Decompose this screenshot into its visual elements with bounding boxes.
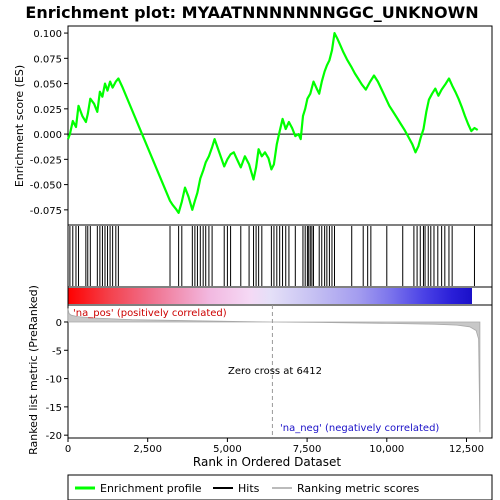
x-axis-label: Rank in Ordered Dataset [193,455,341,469]
legend-label-metric: Ranking metric scores [297,482,419,495]
es-y-tick-label: 0.100 [33,29,62,40]
ranking-metric-area [67,308,481,433]
metric-y-tick-label: 0 [56,318,62,329]
pos-correlated-label: 'na_pos' (positively correlated) [73,308,227,319]
metric-panel-frame [67,304,493,439]
hit-ticks [69,226,475,286]
es-y-tick-label: 0.000 [33,130,62,141]
x-tick-label: 0 [65,444,71,455]
es-y-tick-label: 0.050 [33,80,62,91]
es-y-axis: -0.075 -0.050 -0.025 0.000 0.025 0.050 0.075 0.… [30,29,68,217]
es-panel: -0.075 -0.050 -0.025 0.000 0.025 0.050 0.075 0.… [13,25,493,226]
es-y-tick-label: 0.025 [33,105,62,116]
metric-y-axis: 0 -5 -10 -15 -20 [46,318,68,442]
x-tick-label: 7,500 [293,444,322,455]
neg-correlated-label: 'na_neg' (negatively correlated) [280,423,439,434]
x-tick-label: 5,000 [213,444,242,455]
metric-y-axis-label: Ranked list metric (PreRanked) [27,285,40,455]
metric-y-tick-label: -20 [46,431,62,442]
es-y-tick-label: 0.075 [33,54,62,65]
es-y-tick-label: -0.050 [30,181,62,192]
metric-y-tick-label: -5 [52,346,62,357]
es-y-axis-label: Enrichment score (ES) [13,65,26,187]
metric-panel: 0 -5 -10 -15 -20 'na_pos' (positively correl… [27,285,493,455]
metric-area [67,308,481,433]
chart-title: Enrichment plot: MYAATNNNNNNNGGC_UNKNOWN [25,3,478,22]
es-y-tick-label: -0.025 [30,155,62,166]
rank-color-bar [68,288,472,304]
es-curve [66,31,479,214]
enrichment-profile-line [66,31,479,214]
hits-panel [67,224,493,288]
x-tick-label: 2,500 [133,444,162,455]
metric-y-tick-label: -10 [46,375,62,386]
zero-cross-label: Zero cross at 6412 [228,366,322,377]
legend: Enrichment profile Hits Ranking metric s… [67,474,493,500]
x-tick-label: 10,000 [369,444,404,455]
legend-label-enrichment: Enrichment profile [100,482,202,495]
x-tick-label: 12,500 [449,444,484,455]
es-y-tick-label: -0.075 [30,206,62,217]
legend-label-hits: Hits [238,482,260,495]
metric-y-tick-label: -15 [46,403,62,414]
x-axis: 0 2,500 5,000 7,500 10,000 12,500 [65,438,484,455]
